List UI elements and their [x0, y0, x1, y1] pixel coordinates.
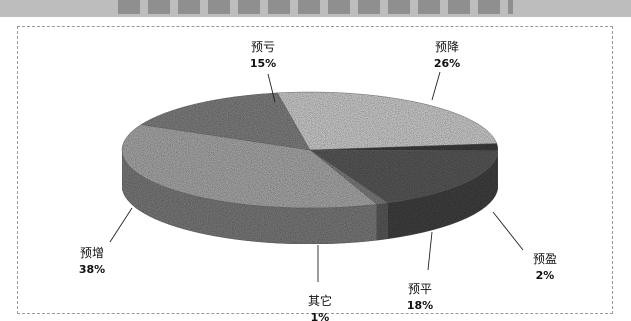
pie-leaders [109, 71, 524, 282]
pie-side-3 [376, 202, 388, 241]
pie-labels: 预降 26% 预盈 2% 预平 18% 其它 1% 预增 38% 预亏 15% [79, 40, 557, 321]
slice-value-label: 1% [311, 311, 330, 321]
pie-slice-0 [277, 91, 498, 151]
slice-label: 预平 [408, 282, 432, 296]
slice-label: 预降 [435, 40, 459, 54]
leader-line-1 [492, 211, 524, 251]
pie-slice-2 [309, 149, 499, 204]
leader-line-0 [431, 71, 441, 101]
slice-label: 预亏 [251, 40, 275, 54]
leader-line-4 [109, 207, 133, 243]
pie-tops [121, 91, 499, 209]
header-bar [0, 0, 631, 17]
slice-label: 预盈 [533, 252, 557, 266]
slice-label: 其它 [308, 293, 332, 308]
slice-value-label: 18% [407, 299, 433, 312]
pie-slice-4 [121, 124, 378, 209]
slice-value-label: 38% [79, 263, 105, 276]
pie-slice-5 [140, 92, 311, 151]
leader-line-2 [427, 231, 433, 271]
slice-value-label: 26% [434, 57, 460, 70]
chart-frame [17, 26, 613, 314]
leader-line-5 [267, 73, 276, 103]
header-title-band [118, 0, 513, 14]
slice-label: 预增 [80, 246, 104, 260]
slice-value-label: 2% [536, 269, 555, 282]
slice-value-label: 15% [250, 57, 276, 70]
